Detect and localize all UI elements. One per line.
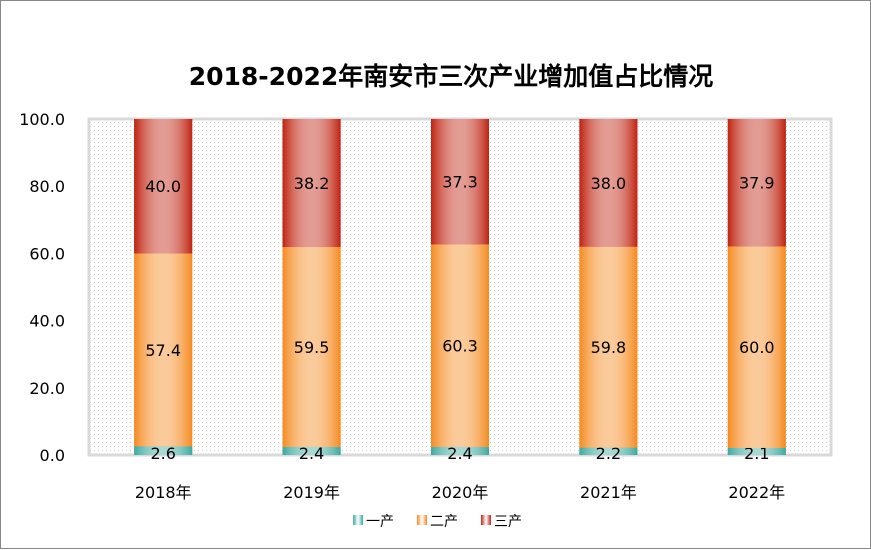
y-tick-label: 100.0 <box>19 110 65 129</box>
data-label: 57.4 <box>145 341 181 360</box>
data-label: 37.9 <box>739 174 775 193</box>
legend-swatch <box>481 515 491 525</box>
legend-label[interactable]: 一产 <box>366 514 394 530</box>
data-label: 60.3 <box>442 337 478 356</box>
data-label: 37.3 <box>442 173 478 192</box>
bar-shine <box>134 119 193 254</box>
bar-shine <box>134 253 193 447</box>
bar-shine <box>134 446 193 455</box>
data-label: 2.4 <box>447 444 472 463</box>
bar-shine <box>282 446 341 455</box>
x-tick-label: 2018年 <box>135 483 192 502</box>
legend-swatch <box>417 515 427 525</box>
bar-shine <box>727 119 786 247</box>
data-label: 40.0 <box>145 177 181 196</box>
data-label: 2.1 <box>744 444 769 463</box>
data-label: 2.6 <box>150 444 175 463</box>
y-tick-label: 20.0 <box>29 379 65 398</box>
x-tick-label: 2020年 <box>432 483 489 502</box>
bar-shine <box>282 119 341 248</box>
bar-shine <box>282 247 341 447</box>
legend-label[interactable]: 二产 <box>430 514 458 530</box>
bar-shine <box>431 446 489 455</box>
bar-shine <box>431 244 489 447</box>
bar-shine <box>579 119 638 247</box>
x-tick-label: 2021年 <box>580 483 637 502</box>
y-tick-label: 80.0 <box>29 177 65 196</box>
data-label: 59.8 <box>591 338 627 357</box>
legend-label[interactable]: 三产 <box>494 514 522 530</box>
x-tick-label: 2019年 <box>283 483 340 502</box>
y-tick-label: 0.0 <box>40 446 65 465</box>
data-label: 38.0 <box>591 174 627 193</box>
bar-shine <box>727 246 786 448</box>
y-tick-label: 60.0 <box>29 244 65 263</box>
data-label: 60.0 <box>739 338 775 357</box>
bar-shine <box>727 447 786 455</box>
bar-shine <box>579 447 638 455</box>
chart-title: 2018-2022年南安市三次产业增加值占比情况 <box>189 62 714 91</box>
x-tick-label: 2022年 <box>728 483 785 502</box>
bar-shine <box>579 246 638 448</box>
bar-shine <box>431 119 489 245</box>
data-label: 2.4 <box>299 444 324 463</box>
data-label: 38.2 <box>294 174 330 193</box>
y-tick-label: 40.0 <box>29 312 65 331</box>
data-label: 59.5 <box>294 338 330 357</box>
data-label: 2.2 <box>596 444 621 463</box>
legend-swatch <box>353 515 363 525</box>
